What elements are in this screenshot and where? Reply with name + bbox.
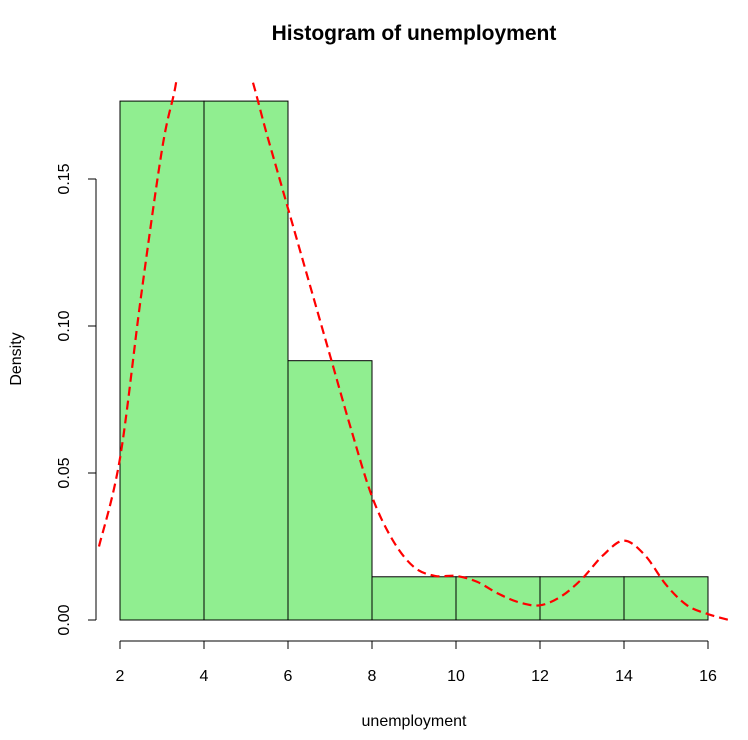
y-tick-label-2: 0.10: [56, 310, 73, 341]
y-axis: 0.00 0.05 0.10 0.15: [56, 163, 97, 636]
x-tick-label-12: 12: [531, 668, 549, 685]
density-curve: [97, 80, 728, 621]
y-tick-label-1: 0.05: [56, 457, 73, 488]
x-tick-label-14: 14: [615, 668, 633, 685]
x-tick-label-2: 2: [116, 668, 125, 685]
x-tick-label-6: 6: [284, 668, 293, 685]
histogram-bar-4: [371, 576, 457, 621]
bars-group: [119, 100, 709, 621]
histogram-bar-2: [203, 100, 289, 621]
x-axis-label: unemployment: [362, 713, 468, 730]
density-curve-group: [97, 80, 728, 621]
y-tick-label-3: 0.15: [56, 163, 73, 194]
y-axis-label: Density: [8, 332, 25, 385]
histogram-bar-6: [539, 576, 625, 621]
histogram-bar-5: [455, 576, 541, 621]
x-tick-label-4: 4: [200, 668, 209, 685]
y-tick-label-0: 0.00: [56, 604, 73, 635]
x-tick-label-10: 10: [447, 668, 465, 685]
histogram-bar-3: [287, 360, 373, 621]
x-tick-label-8: 8: [368, 668, 377, 685]
x-axis: 2 4 6 8 10 12 14 16: [116, 640, 717, 685]
chart-title: Histogram of unemployment: [272, 22, 557, 45]
x-tick-label-16: 16: [699, 668, 717, 685]
